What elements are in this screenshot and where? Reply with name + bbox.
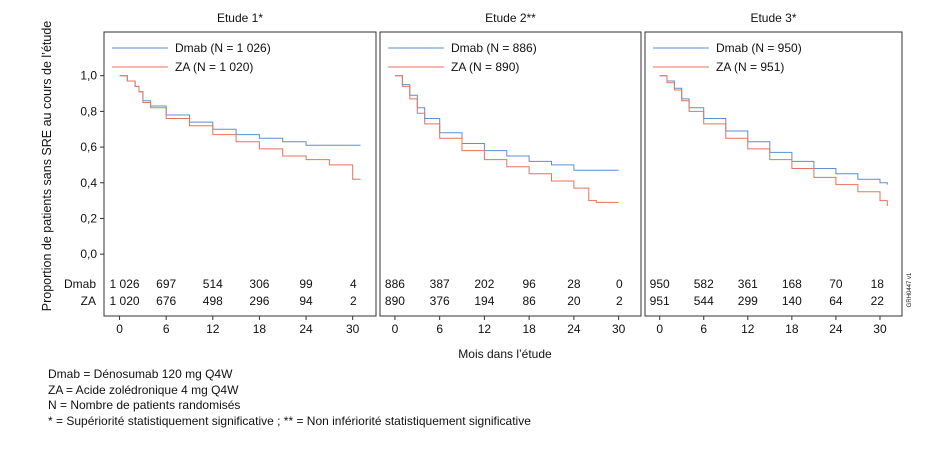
legend-label: Dmab (N = 1 026) (175, 41, 271, 55)
x-tick-label: 24 (567, 322, 581, 336)
series-line-dmab (119, 75, 361, 146)
risk-row-label-dmab: Dmab (64, 277, 96, 291)
at-risk-value: 99 (299, 277, 313, 291)
at-risk-value: 194 (474, 294, 494, 308)
at-risk-value: 70 (829, 277, 843, 291)
at-risk-value: 1 020 (110, 294, 140, 308)
x-tick-label: 12 (478, 322, 492, 336)
footnote-za: ZA = Acide zolédronique 4 mg Q4W (48, 382, 239, 397)
y-tick-label: 0,0 (80, 247, 97, 261)
x-tick-label: 6 (700, 322, 707, 336)
at-risk-value: 890 (385, 294, 405, 308)
y-tick-label: 0,4 (80, 176, 97, 190)
panel-title: Etude 3* (750, 11, 796, 25)
at-risk-value: 676 (156, 294, 176, 308)
chart-panels: Etude 1*0,00,20,40,60,81,00 6 12 18 24 30Dmab… (80, 11, 903, 336)
y-tick-label: 0,6 (80, 140, 97, 154)
panel-title: Etude 1* (217, 11, 263, 25)
y-axis-label: Proportion de patients sans SRE au cours… (40, 21, 54, 312)
at-risk-value: 2 (616, 294, 623, 308)
at-risk-value: 96 (522, 277, 536, 291)
at-risk-value: 22 (871, 294, 885, 308)
risk-row-label-za: ZA (81, 294, 96, 308)
at-risk-value: 4 (350, 277, 357, 291)
at-risk-value: 28 (567, 277, 581, 291)
panel-1: Etude 1*0,00,20,40,60,81,00 6 12 18 24 30Dmab… (80, 11, 377, 336)
panel-2: Etude 2** 0 6 12 18 24 30 Dmab (N = 886) 886 387 2… (379, 11, 642, 336)
legend-label: ZA (N = 951) (716, 60, 784, 74)
at-risk-value: 140 (782, 294, 802, 308)
at-risk-value: 64 (829, 294, 843, 308)
series-line-dmab (659, 75, 888, 185)
panel-frame (103, 31, 377, 317)
x-tick-label: 0 (392, 322, 399, 336)
series-line-za (659, 75, 888, 206)
at-risk-value: 886 (385, 277, 405, 291)
panel-3: Etude 3* 0 6 12 18 24 30 Dmab (N = 950) 950 582 36… (644, 11, 903, 336)
panel-title: Etude 2** (485, 11, 536, 25)
x-tick-label: 30 (873, 322, 887, 336)
x-tick-label: 0 (116, 322, 123, 336)
x-tick-label: 6 (436, 322, 443, 336)
footnote-dmab: Dmab = Dénosumab 120 mg Q4W (48, 367, 233, 381)
panel-frame (379, 31, 642, 317)
x-tick-label: 12 (206, 322, 220, 336)
at-risk-value: 168 (782, 277, 802, 291)
series-line-za (394, 75, 619, 203)
footnotes: Dmab = Dénosumab 120 mg Q4W ZA = Acide z… (48, 367, 531, 429)
at-risk-value: 544 (694, 294, 714, 308)
x-tick-label: 0 (656, 322, 663, 336)
at-risk-value: 20 (567, 294, 581, 308)
footnote-significance: * = Supériorité statistiquement signific… (48, 413, 531, 428)
legend-label: Dmab (N = 886) (451, 41, 537, 55)
series-line-dmab (394, 75, 619, 171)
x-tick-label: 12 (741, 322, 755, 336)
at-risk-value: 18 (871, 277, 885, 291)
at-risk-value: 86 (522, 294, 536, 308)
x-tick-label: 30 (612, 322, 626, 336)
at-risk-value: 2 (350, 294, 357, 308)
x-tick-label: 24 (829, 322, 843, 336)
x-tick-label: 30 (346, 322, 360, 336)
at-risk-value: 387 (430, 277, 450, 291)
series-line-za (119, 75, 361, 180)
x-tick-label: 18 (253, 322, 267, 336)
footnote-n: N = Nombre de patients randomisés (48, 398, 241, 412)
at-risk-value: 361 (738, 277, 758, 291)
x-axis-label: Mois dans l’étude (458, 347, 552, 361)
x-tick-label: 18 (785, 322, 799, 336)
at-risk-value: 951 (650, 294, 670, 308)
at-risk-value: 94 (299, 294, 313, 308)
legend-label: ZA (N = 890) (451, 60, 519, 74)
x-tick-label: 18 (522, 322, 536, 336)
at-risk-value: 0 (616, 277, 623, 291)
y-tick-label: 0,2 (80, 211, 97, 225)
at-risk-value: 1 026 (110, 277, 140, 291)
at-risk-value: 376 (430, 294, 450, 308)
x-tick-label: 24 (299, 322, 313, 336)
legend-label: Dmab (N = 950) (716, 41, 802, 55)
at-risk-value: 697 (156, 277, 176, 291)
x-tick-label: 6 (163, 322, 170, 336)
at-risk-value: 514 (203, 277, 223, 291)
at-risk-value: 582 (694, 277, 714, 291)
legend-label: ZA (N = 1 020) (175, 60, 253, 74)
at-risk-value: 202 (474, 277, 494, 291)
at-risk-value: 498 (203, 294, 223, 308)
at-risk-value: 296 (249, 294, 269, 308)
at-risk-value: 299 (738, 294, 758, 308)
side-code: GRH0447 v1 (907, 272, 913, 307)
y-tick-label: 0,8 (80, 104, 97, 118)
at-risk-value: 950 (650, 277, 670, 291)
panel-frame (644, 31, 903, 317)
at-risk-value: 306 (249, 277, 269, 291)
y-tick-label: 1,0 (80, 69, 97, 83)
